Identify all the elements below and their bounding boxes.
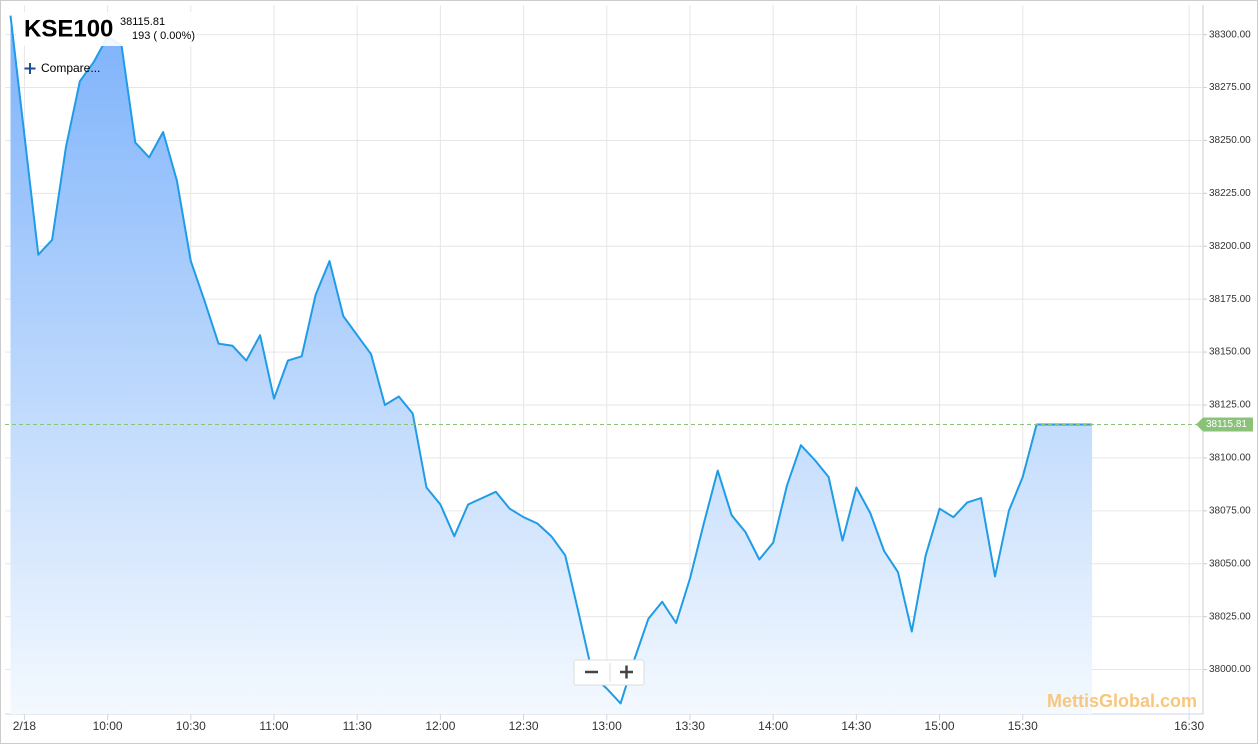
y-tick-label: 38175.00 — [1209, 294, 1251, 305]
zoom-box — [573, 659, 645, 686]
y-tick-label: 38200.00 — [1209, 241, 1251, 252]
x-tick-label: 10:30 — [176, 719, 206, 733]
x-tick-label: 15:30 — [1008, 719, 1038, 733]
y-tick-label: 38100.00 — [1209, 453, 1251, 464]
header-price: 38115.81 — [120, 16, 165, 28]
area-fill — [10, 15, 1093, 715]
x-tick-label: 13:00 — [592, 719, 622, 733]
y-tick-label: 38025.00 — [1209, 611, 1251, 622]
x-tick-label: 13:30 — [675, 719, 705, 733]
price-line — [9, 15, 1093, 705]
y-tick-label: 38000.00 — [1209, 664, 1251, 675]
header-change: 193 ( 0.00%) — [132, 30, 195, 42]
y-tick-label: 38300.00 — [1209, 29, 1251, 40]
x-tick-label: 12:00 — [425, 719, 455, 733]
zoom-controls — [573, 659, 645, 686]
compare-label[interactable]: Compare... — [41, 61, 100, 75]
x-tick-label: 12:30 — [509, 719, 539, 733]
y-tick-label: 38225.00 — [1209, 188, 1251, 199]
x-tick-label: 10:00 — [93, 719, 123, 733]
y-tick-label: 38125.00 — [1209, 400, 1251, 411]
x-tick-label: 15:00 — [925, 719, 955, 733]
last-price-tag — [1196, 417, 1253, 432]
last-price-label: 38115.81 — [1206, 419, 1247, 430]
watermark: MettisGlobal.com — [1047, 691, 1197, 711]
zoom-in[interactable] — [620, 665, 633, 679]
y-tick-label: 38075.00 — [1209, 505, 1251, 516]
x-tick-label: 2/18 — [13, 719, 37, 733]
symbol: KSE100 — [24, 15, 113, 42]
y-tick-label: 38250.00 — [1209, 135, 1251, 146]
x-tick-label: 16:30 — [1174, 719, 1204, 733]
header-box — [16, 12, 196, 46]
y-tick-label: 38275.00 — [1209, 82, 1251, 93]
y-tick-label: 38050.00 — [1209, 558, 1251, 569]
compare-button[interactable]: Compare... — [20, 58, 110, 78]
x-tick-label: 11:30 — [343, 719, 372, 733]
compare-plus — [24, 63, 36, 74]
x-tick-label: 11:00 — [259, 719, 288, 733]
x-tick-label: 14:30 — [841, 719, 871, 733]
x-tick-label: 14:00 — [758, 719, 788, 733]
y-tick-label: 38150.00 — [1209, 347, 1251, 358]
